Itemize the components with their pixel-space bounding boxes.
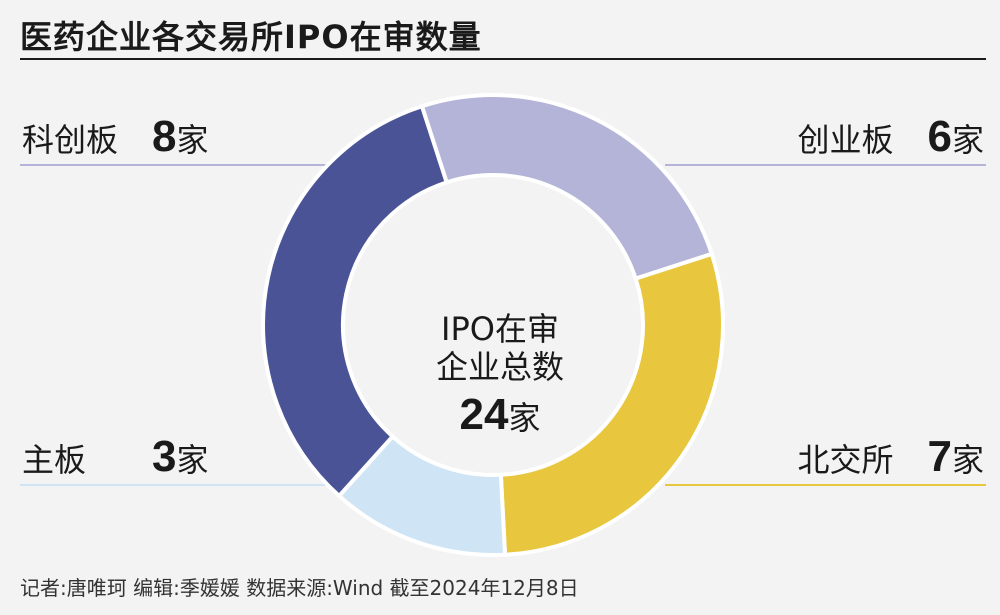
label-chuangye-unit: 家 (951, 121, 984, 159)
center-total-value: 24 (459, 389, 509, 439)
label-chuangye-name: 创业板 (797, 121, 894, 159)
label-chuangye: 创业板 6 家 (797, 112, 984, 162)
center-line-2: 企业总数 (435, 348, 564, 387)
label-beijiao-name: 北交所 (797, 441, 894, 479)
label-kechuang-value: 8 (152, 112, 177, 161)
label-kechuang-name: 科创板 (22, 121, 119, 159)
label-zhuban: 主板 3 家 (22, 432, 209, 482)
label-chuangye-value: 6 (927, 112, 952, 161)
slice-kechuang (261, 103, 450, 499)
center-total-unit: 家 (508, 398, 541, 437)
label-kechuang: 科创板 8 家 (22, 112, 209, 162)
label-zhuban-value: 3 (152, 432, 177, 481)
footer-credits: 记者:唐唯珂 编辑:季媛媛 数据来源:Wind 截至2024年12月8日 (20, 576, 579, 600)
title-divider (20, 58, 986, 60)
slice-chuangye (419, 93, 715, 282)
label-zhuban-name: 主板 (22, 441, 87, 479)
chart-title: 医药企业各交易所IPO在审数量 (20, 18, 482, 56)
label-zhuban-unit: 家 (176, 441, 209, 479)
label-beijiao-value: 7 (927, 432, 952, 481)
label-beijiao: 北交所 7 家 (797, 432, 984, 482)
slice-beijiao (498, 251, 725, 557)
center-line-1: IPO在审 (441, 310, 559, 348)
label-beijiao-unit: 家 (951, 441, 984, 479)
label-kechuang-unit: 家 (176, 121, 209, 159)
center-total: 24家 (400, 389, 600, 442)
donut-center-label: IPO在审 企业总数 24家 (400, 310, 600, 442)
